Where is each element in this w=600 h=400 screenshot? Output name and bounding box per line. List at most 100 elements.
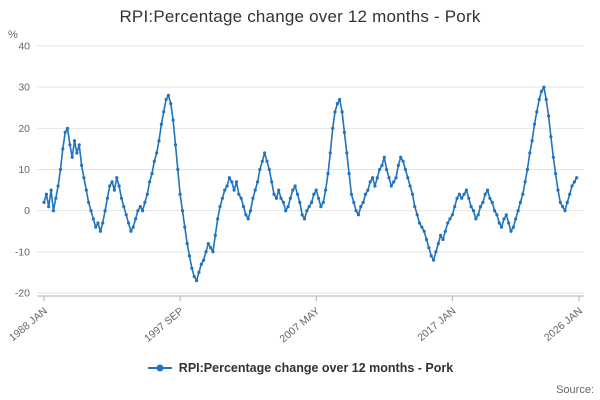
series-point[interactable] (424, 237, 429, 242)
series-point[interactable] (227, 176, 231, 180)
plot-area[interactable]: 40 30 20 10 0 -10 -20 1988 JAN 1997 SEP 2007 MAY 2… (0, 0, 600, 360)
series-point[interactable] (295, 192, 300, 196)
series-point[interactable] (162, 110, 166, 114)
series-point[interactable] (206, 242, 210, 246)
series-point[interactable] (565, 200, 569, 204)
series-point[interactable] (521, 192, 525, 196)
series-point[interactable] (352, 200, 356, 204)
series-point[interactable] (429, 254, 433, 258)
series-point[interactable] (368, 180, 372, 184)
series-point[interactable] (406, 176, 410, 180)
series-point[interactable] (183, 225, 187, 229)
series-point[interactable] (478, 205, 483, 209)
series-point[interactable] (105, 196, 109, 200)
series-point[interactable] (176, 167, 180, 172)
series-point[interactable] (51, 209, 56, 213)
series-point[interactable] (91, 217, 95, 221)
series-point[interactable] (556, 188, 560, 192)
series-point[interactable] (124, 213, 128, 217)
series-point[interactable] (314, 188, 318, 192)
series-point[interactable] (528, 151, 532, 155)
series-point[interactable] (185, 242, 189, 246)
series-point[interactable] (171, 118, 175, 122)
series-point[interactable] (129, 229, 133, 233)
series-point[interactable] (539, 89, 544, 93)
series-point[interactable] (75, 151, 79, 155)
series-point[interactable] (389, 184, 393, 188)
series-point[interactable] (134, 217, 138, 221)
series-point[interactable] (535, 110, 539, 114)
series-point[interactable] (500, 225, 504, 229)
series-point[interactable] (403, 167, 407, 172)
series-point[interactable] (239, 196, 243, 200)
series-point[interactable] (253, 188, 257, 192)
series-point[interactable] (443, 229, 447, 233)
series-point[interactable] (136, 209, 140, 213)
series-point[interactable] (218, 205, 222, 209)
series-point[interactable] (277, 188, 281, 192)
series-point[interactable] (89, 209, 93, 213)
series-point[interactable] (241, 205, 246, 209)
series-point[interactable] (497, 221, 501, 225)
series-point[interactable] (119, 196, 124, 200)
series-point[interactable] (110, 180, 114, 184)
series-point[interactable] (328, 151, 332, 155)
series-point[interactable] (518, 200, 523, 204)
series-point[interactable] (115, 176, 119, 180)
series-point[interactable] (195, 279, 199, 283)
series-point[interactable] (122, 205, 126, 209)
series-point[interactable] (371, 176, 375, 180)
series-point[interactable] (225, 184, 229, 188)
series-point[interactable] (293, 184, 297, 188)
series-point[interactable] (190, 266, 194, 270)
series-point[interactable] (54, 196, 58, 200)
series-point[interactable] (460, 196, 464, 200)
series-point[interactable] (413, 205, 417, 209)
series-point[interactable] (490, 200, 494, 204)
series-point[interactable] (502, 217, 506, 221)
series-point[interactable] (572, 180, 577, 184)
series-point[interactable] (570, 184, 574, 188)
series-point[interactable] (150, 172, 154, 176)
series-point[interactable] (457, 192, 461, 196)
series-point[interactable] (455, 196, 459, 200)
series-point[interactable] (70, 155, 74, 159)
series-point[interactable] (378, 167, 382, 172)
series-point[interactable] (422, 229, 426, 233)
series-point[interactable] (563, 209, 567, 213)
series-point[interactable] (375, 176, 379, 180)
series-point[interactable] (483, 192, 487, 196)
series-point[interactable] (164, 97, 168, 102)
series-point[interactable] (173, 143, 178, 147)
series-point[interactable] (63, 130, 67, 134)
series-point[interactable] (495, 213, 499, 217)
series-point[interactable] (551, 155, 555, 159)
series-point[interactable] (464, 188, 468, 192)
series-point[interactable] (554, 172, 558, 176)
series-point[interactable] (145, 192, 149, 196)
series-point[interactable] (157, 139, 161, 143)
series-point[interactable] (263, 151, 267, 155)
series-point[interactable] (385, 167, 389, 172)
series-point[interactable] (427, 246, 431, 250)
series-point[interactable] (223, 188, 227, 192)
series-point[interactable] (143, 200, 147, 204)
series-point[interactable] (530, 139, 534, 143)
series-point[interactable] (310, 200, 314, 204)
series-point[interactable] (117, 184, 121, 188)
series-point[interactable] (537, 97, 541, 102)
series-point[interactable] (507, 221, 511, 225)
series-point[interactable] (148, 180, 152, 184)
series-point[interactable] (366, 188, 370, 192)
series-point[interactable] (216, 217, 220, 221)
series-point[interactable] (434, 250, 438, 254)
series-point[interactable] (279, 196, 283, 200)
series-point[interactable] (84, 188, 88, 192)
series-point[interactable] (230, 180, 234, 184)
series-point[interactable] (197, 270, 201, 274)
series-point[interactable] (354, 209, 358, 213)
series-point[interactable] (324, 188, 328, 192)
series-point[interactable] (284, 209, 288, 213)
series-point[interactable] (488, 196, 492, 200)
series-point[interactable] (209, 246, 213, 250)
